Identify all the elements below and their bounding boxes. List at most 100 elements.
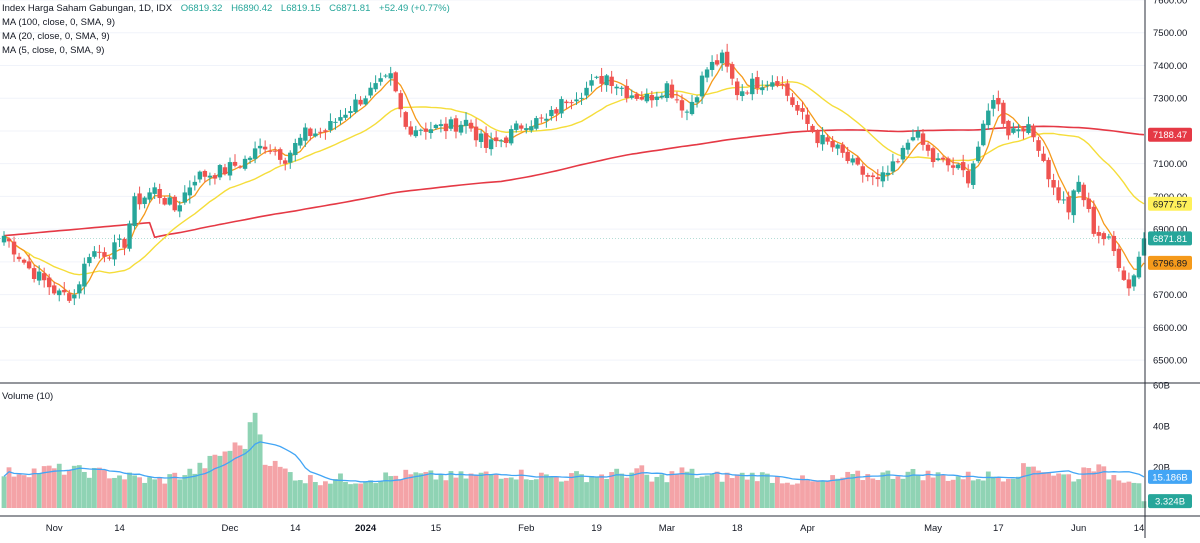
candle-body bbox=[368, 87, 373, 96]
volume-bar bbox=[895, 476, 901, 508]
candle-body bbox=[318, 131, 323, 133]
candle-body bbox=[940, 157, 946, 160]
candle-body bbox=[468, 122, 474, 129]
candle-body bbox=[885, 172, 891, 175]
candle-body bbox=[664, 83, 670, 98]
candle-body bbox=[398, 93, 403, 110]
volume-bar bbox=[528, 480, 534, 508]
volume-bar bbox=[779, 483, 785, 508]
volume-bar bbox=[81, 471, 87, 508]
volume-bar bbox=[162, 483, 168, 508]
volume-bar bbox=[468, 473, 474, 508]
candle-body bbox=[493, 137, 499, 142]
candle-body bbox=[815, 130, 820, 144]
volume-bar bbox=[915, 474, 921, 508]
candle-body bbox=[237, 166, 243, 168]
volume-bar bbox=[177, 479, 183, 508]
volume-bar bbox=[604, 478, 610, 508]
candle-body bbox=[604, 75, 609, 86]
volume-bar bbox=[323, 481, 328, 508]
volume-bar bbox=[759, 472, 765, 508]
volume-bar bbox=[11, 476, 17, 508]
volume-bar bbox=[619, 473, 625, 508]
candle-body bbox=[825, 137, 830, 142]
candle-body bbox=[780, 83, 785, 86]
volume-bar bbox=[438, 474, 444, 508]
candle-body bbox=[1086, 198, 1091, 210]
price-badge: 6871.81 bbox=[1148, 231, 1192, 246]
candle-body bbox=[574, 99, 579, 102]
volume-bar bbox=[649, 481, 655, 508]
volume-bar bbox=[31, 468, 37, 508]
volume-bar bbox=[960, 479, 966, 508]
volume-bar bbox=[212, 454, 218, 508]
volume-bar bbox=[533, 479, 539, 508]
price-tick-label: 7100.00 bbox=[1153, 159, 1187, 170]
candle-body bbox=[41, 273, 47, 281]
candle-body bbox=[11, 241, 17, 255]
ma100-line bbox=[3, 125, 1145, 239]
volume-bar bbox=[112, 477, 117, 508]
ma20-legend[interactable]: MA (20, close, 0, SMA, 9) bbox=[2, 31, 110, 42]
candle-body bbox=[649, 95, 655, 101]
volume-bar bbox=[152, 479, 158, 508]
candle-body bbox=[624, 85, 629, 99]
volume-tick-label: 40B bbox=[1153, 422, 1170, 433]
candle-body bbox=[1096, 232, 1101, 236]
candle-body bbox=[328, 121, 333, 131]
candle-body bbox=[222, 167, 228, 175]
volume-bar bbox=[1005, 478, 1011, 508]
volume-bar bbox=[704, 475, 710, 508]
volume-bar bbox=[302, 483, 308, 508]
candle-body bbox=[142, 197, 147, 205]
candle-body bbox=[428, 129, 434, 134]
candle-body bbox=[127, 223, 132, 249]
candle-body bbox=[860, 166, 865, 175]
volume-bar bbox=[358, 483, 363, 508]
volume-bar bbox=[443, 480, 449, 508]
volume-bar bbox=[910, 468, 916, 508]
time-tick-label: Mar bbox=[659, 523, 675, 534]
candle-body bbox=[895, 161, 901, 163]
volume-bar bbox=[840, 477, 846, 508]
candle-body bbox=[614, 86, 619, 89]
volume-bar bbox=[242, 448, 248, 508]
volume-bar bbox=[36, 473, 42, 508]
candle-body bbox=[182, 192, 187, 203]
volume-bar bbox=[729, 478, 735, 508]
volume-bar bbox=[1026, 466, 1031, 508]
candle-body bbox=[765, 84, 770, 86]
candle-body bbox=[820, 134, 825, 145]
volume-bar bbox=[41, 466, 47, 508]
volume-bar bbox=[830, 475, 836, 508]
candle-body bbox=[1011, 128, 1016, 133]
volume-bar bbox=[624, 477, 630, 508]
candle-body bbox=[654, 96, 660, 100]
price-tick-label: 6600.00 bbox=[1153, 323, 1187, 334]
ma100-legend[interactable]: MA (100, close, 0, SMA, 9) bbox=[2, 17, 115, 28]
candle-body bbox=[900, 147, 906, 160]
candle-body bbox=[503, 137, 509, 144]
volume-bar bbox=[91, 467, 97, 508]
volume-bar bbox=[975, 479, 981, 508]
volume-bar bbox=[1016, 476, 1021, 508]
volume-bar bbox=[930, 477, 936, 508]
badge-label: 6871.81 bbox=[1153, 234, 1187, 245]
candle-body bbox=[740, 91, 745, 97]
volume-legend[interactable]: Volume (10) bbox=[2, 391, 54, 402]
candle-body bbox=[358, 99, 363, 105]
candle-body bbox=[31, 268, 37, 280]
volume-bar bbox=[317, 485, 323, 508]
candle-body bbox=[1136, 256, 1142, 278]
candle-body bbox=[373, 83, 378, 90]
ma5-legend[interactable]: MA (5, close, 0, SMA, 9) bbox=[2, 45, 105, 56]
volume-bar bbox=[483, 471, 489, 508]
candle-body bbox=[950, 165, 956, 168]
volume-bar bbox=[222, 451, 228, 508]
time-tick-label: 14 bbox=[290, 523, 301, 534]
candle-body bbox=[458, 124, 464, 133]
candle-body bbox=[1, 235, 7, 243]
candle-body bbox=[1071, 190, 1076, 216]
